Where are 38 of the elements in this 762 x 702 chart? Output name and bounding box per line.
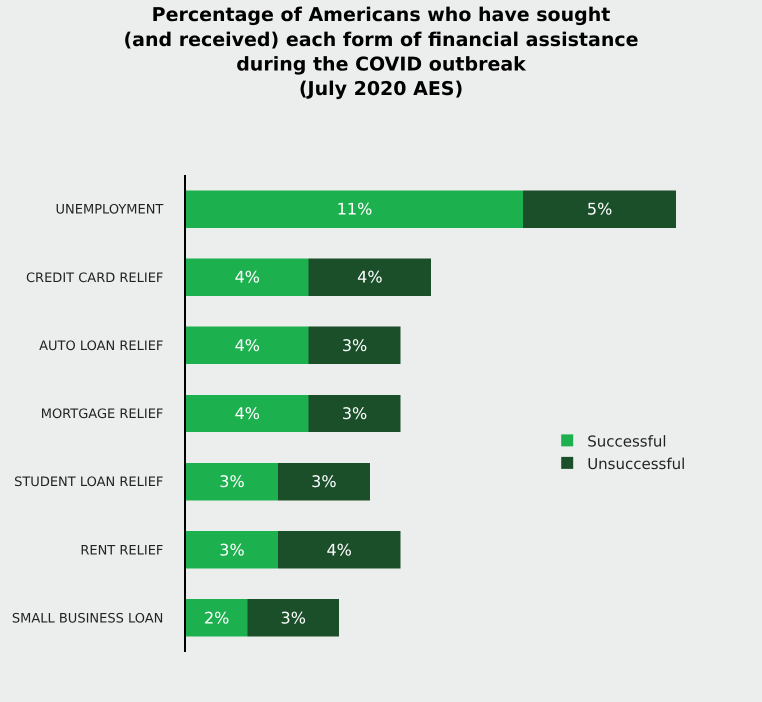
data-label: 4% — [234, 336, 260, 355]
bar — [523, 190, 676, 228]
y-tick-label: MORTGAGE RELIEF — [40, 407, 164, 422]
data-label: 2% — [204, 608, 230, 628]
bar — [308, 326, 400, 364]
y-tick-label: RENT RELIEF — [80, 543, 164, 558]
data-label: 4% — [234, 268, 260, 287]
data-label: 4% — [357, 268, 383, 287]
data-label: 3% — [311, 472, 337, 492]
y-tick-label: AUTO LOAN RELIEF — [39, 338, 164, 354]
data-label: 3% — [219, 472, 245, 492]
bar — [186, 190, 524, 228]
bar — [247, 599, 340, 637]
bar — [308, 394, 400, 432]
data-label: 11% — [336, 200, 372, 219]
y-tick-label: STUDENT LOAN RELIEF — [14, 475, 164, 490]
legend-label: Unsuccessful — [587, 454, 686, 473]
data-label: 3% — [342, 404, 368, 423]
bar — [186, 531, 278, 569]
bar — [186, 462, 278, 500]
data-label: 4% — [234, 404, 260, 423]
bar — [278, 531, 400, 569]
y-tick-label: SMALL BUSINESS LOAN — [12, 611, 164, 626]
data-label: 3% — [280, 608, 306, 628]
data-label: 4% — [326, 540, 352, 560]
y-tick-label: CREDIT CARD RELIEF — [26, 270, 164, 286]
bar — [186, 599, 248, 637]
bar — [186, 326, 309, 364]
bar — [186, 258, 309, 296]
data-label: 3% — [342, 336, 368, 355]
bar — [278, 462, 370, 500]
chart-title: Percentage of Americans who have sought (and received) each form of financial assistance during the COVID outbreak (July 2020 AES) — [123, 4, 639, 100]
legend-label: Successful — [587, 432, 667, 450]
data-label: 3% — [219, 540, 245, 560]
bar — [308, 258, 432, 296]
y-tick-label: UNEMPLOYMENT — [56, 202, 164, 218]
bar — [186, 394, 309, 432]
data-label: 5% — [586, 200, 612, 219]
